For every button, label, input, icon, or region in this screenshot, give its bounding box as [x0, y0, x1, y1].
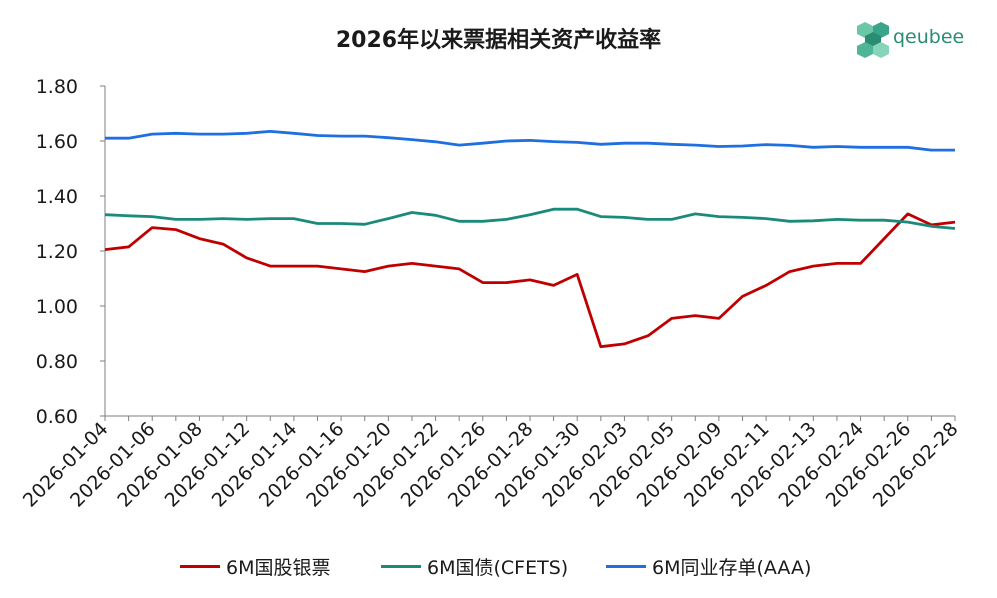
series-line-2 [104, 207, 956, 230]
legend: 6M国股银票 6M国债(CFETS) 6M同业存单(AAA) [0, 553, 997, 580]
y-tick-label: 0.80 [36, 351, 78, 373]
legend-swatch [381, 565, 421, 568]
brand-logo: qeubee [855, 18, 975, 62]
logo-text: qeubee [893, 26, 965, 48]
line-chart: 0.60 0.80 1.00 1.20 1.40 1.60 1.80 2026-01-042… [19, 76, 963, 512]
legend-item-3: 6M同业存单(AAA) [606, 553, 811, 580]
y-tick-label: 0.60 [36, 406, 78, 428]
y-tick-label: 1.60 [36, 131, 78, 153]
legend-label: 6M国股银票 [226, 557, 331, 579]
legend-label: 6M国债(CFETS) [427, 557, 569, 579]
legend-item-2: 6M国债(CFETS) [381, 553, 568, 580]
legend-swatch [606, 565, 646, 568]
y-tick-label: 1.20 [36, 241, 78, 263]
series-line-3 [105, 129, 955, 152]
y-tick-label: 1.00 [36, 296, 78, 318]
x-axis-ticks: 2026-01-042026-01-062026-01-082026-01-12… [19, 416, 963, 512]
y-axis-ticks: 0.60 0.80 1.00 1.20 1.40 1.60 1.80 [36, 76, 105, 428]
legend-swatch [180, 565, 220, 568]
legend-label: 6M同业存单(AAA) [652, 557, 812, 579]
y-tick-label: 1.80 [36, 76, 78, 98]
y-tick-label: 1.40 [36, 186, 78, 208]
legend-item-1: 6M国股银票 [180, 553, 330, 580]
chart-title: 2026年以来票据相关资产收益率 [335, 28, 662, 53]
series-line-1 [104, 212, 956, 349]
hex-cube-icon [857, 22, 889, 58]
series-lines [104, 129, 956, 349]
